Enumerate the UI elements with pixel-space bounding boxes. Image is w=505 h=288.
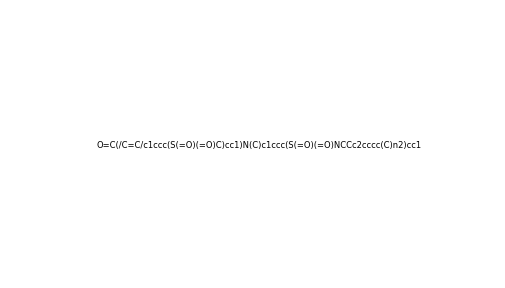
Text: O=C(/C=C/c1ccc(S(=O)(=O)C)cc1)N(C)c1ccc(S(=O)(=O)NCCc2cccc(C)n2)cc1: O=C(/C=C/c1ccc(S(=O)(=O)C)cc1)N(C)c1ccc(… [96, 141, 421, 150]
